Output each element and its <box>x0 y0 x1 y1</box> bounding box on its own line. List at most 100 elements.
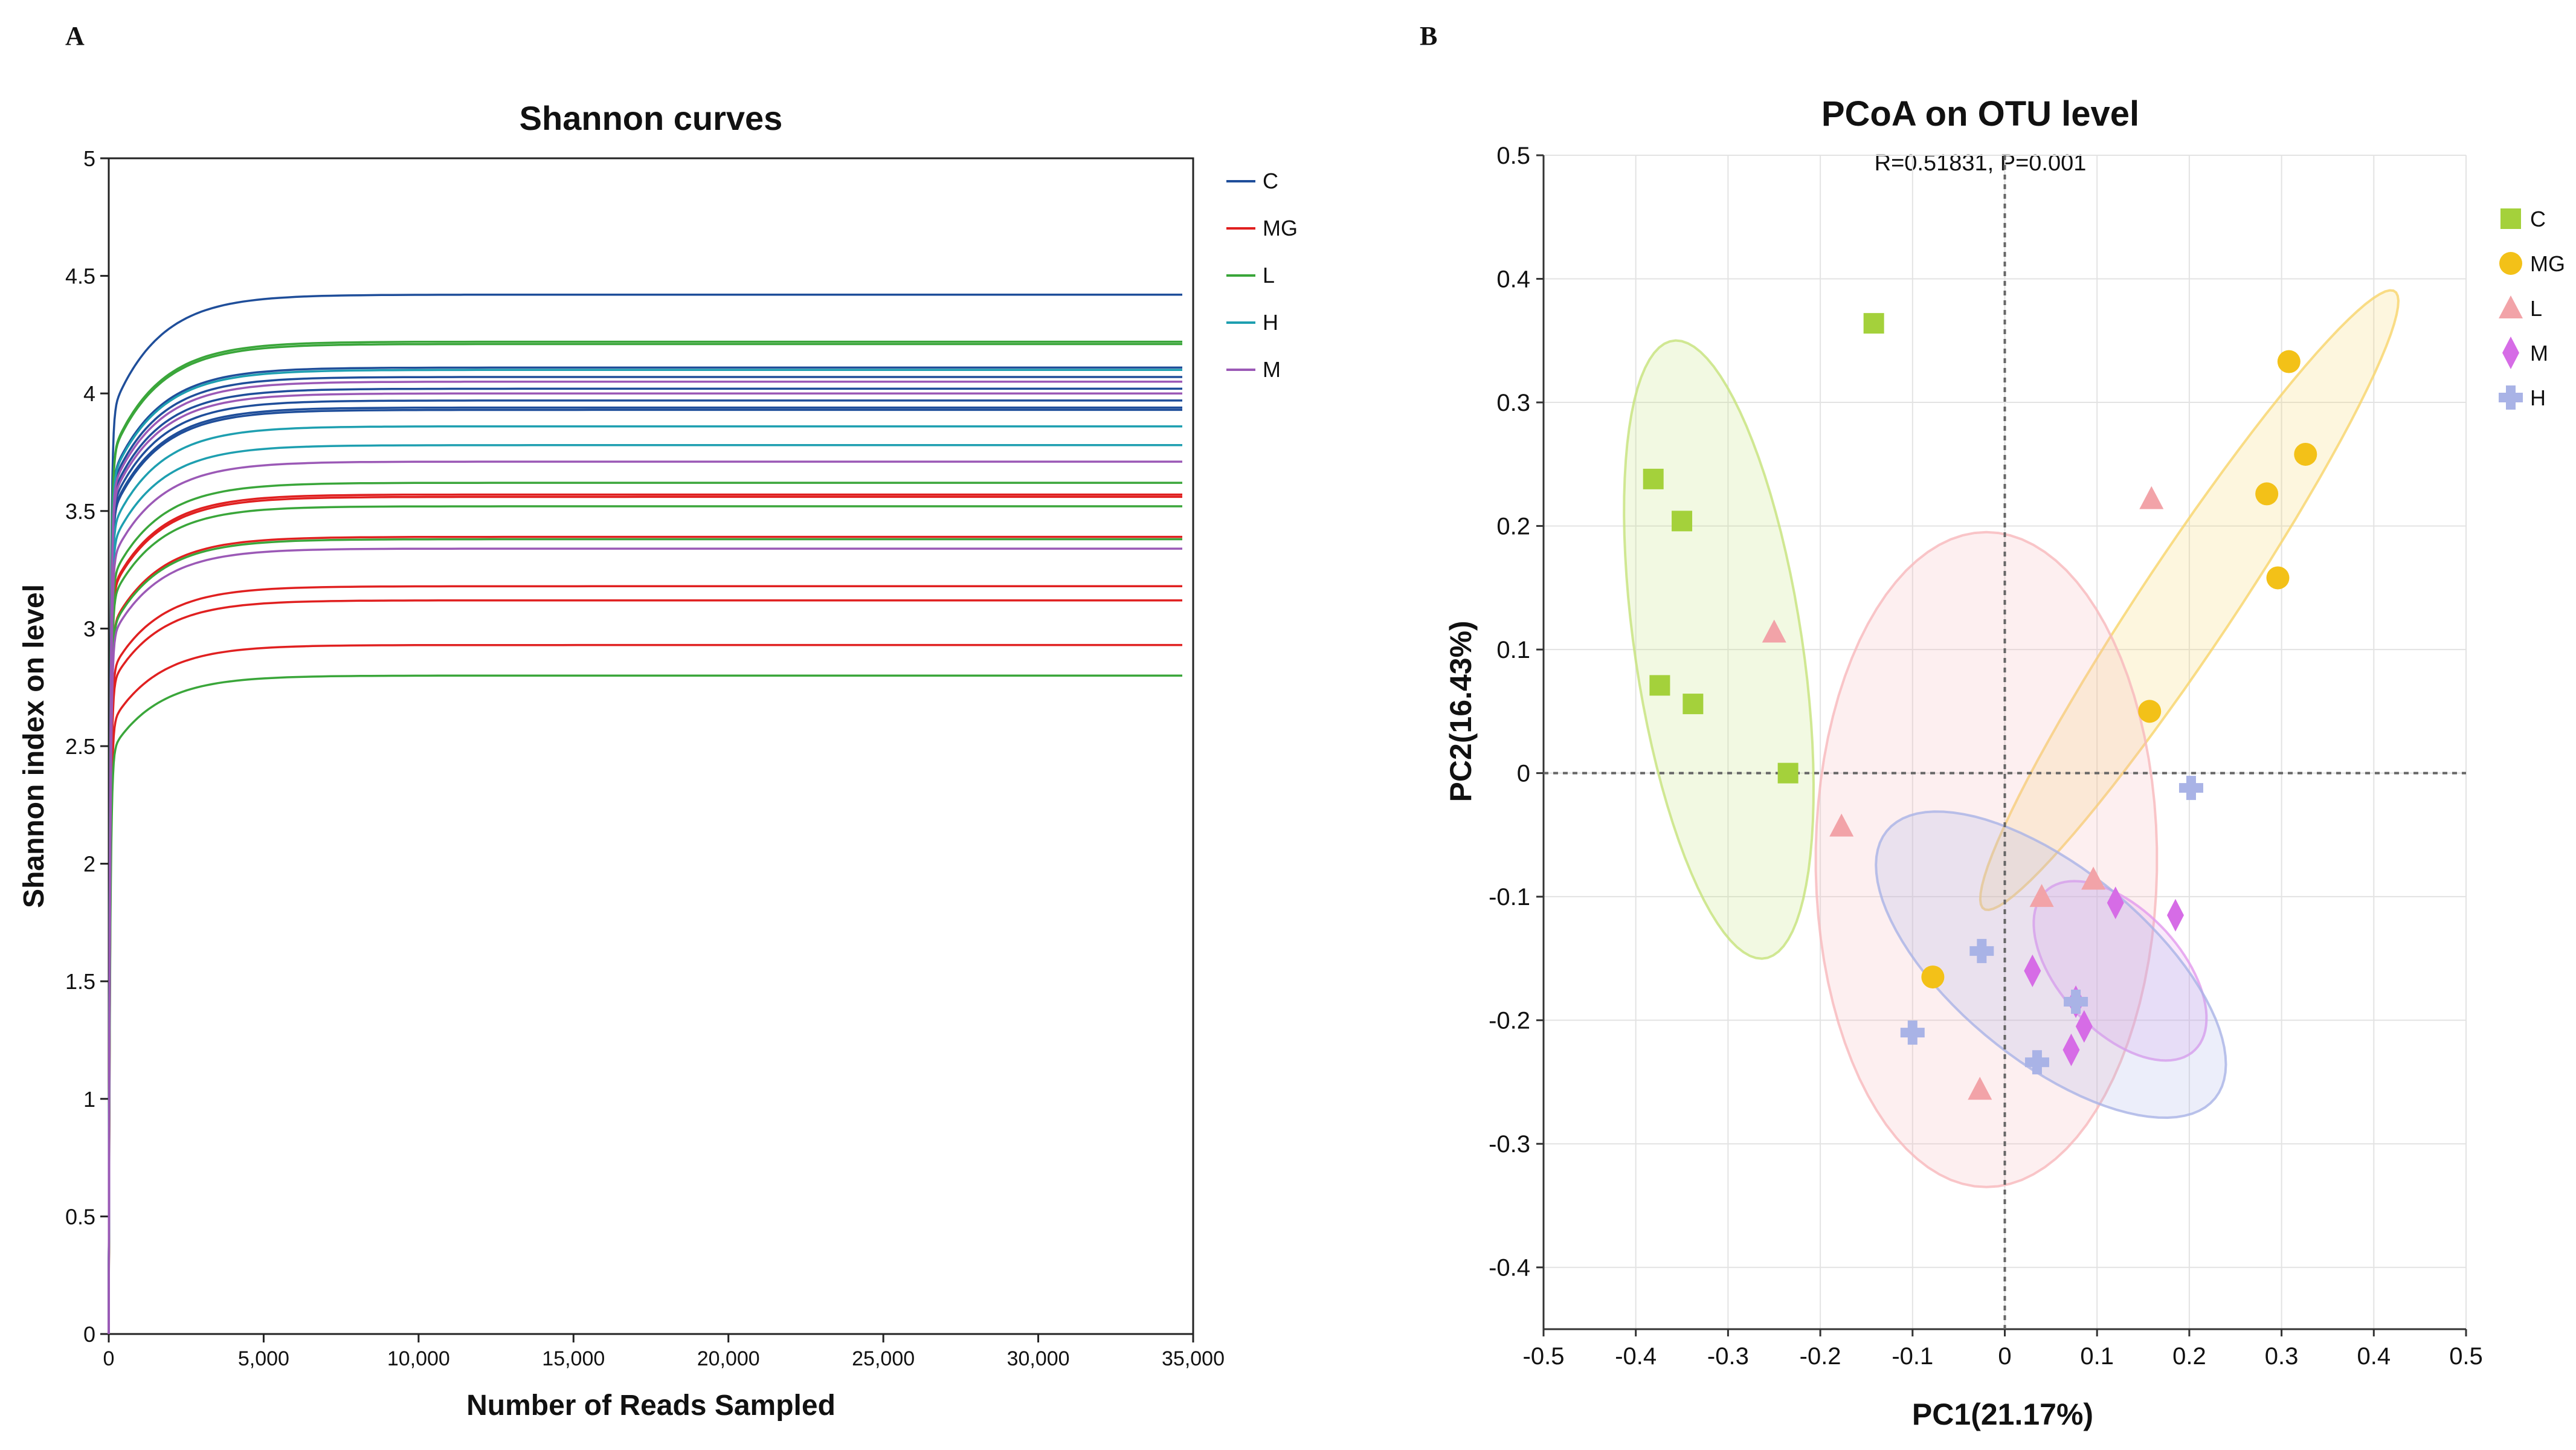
shannon-curve-m <box>108 460 1182 1334</box>
y-tick-label: 0.2 <box>1496 514 1530 540</box>
y-tick-label: 0.5 <box>1496 143 1530 169</box>
legend-marker-l <box>2499 295 2523 318</box>
legend-marker-h <box>2499 385 2523 410</box>
point-l <box>2139 486 2164 509</box>
x-tick-label: 0.3 <box>2265 1343 2299 1370</box>
point-mg <box>2266 566 2290 590</box>
shannon-curve-c <box>108 293 1182 1334</box>
point-h <box>2024 1050 2049 1075</box>
point-m <box>2062 1033 2080 1066</box>
panel-a-letter: A <box>65 21 85 51</box>
shannon-curve-c <box>108 406 1182 1334</box>
point-c <box>1682 694 1704 715</box>
point-mg <box>1921 965 1945 989</box>
y-tick-label: 1.5 <box>65 969 95 994</box>
legend-label-h: H <box>1263 310 1278 335</box>
x-tick-label: 35,000 <box>1162 1347 1225 1370</box>
x-tick-label: -0.2 <box>1800 1343 1841 1370</box>
legend-marker-m <box>2502 337 2519 369</box>
y-tick-label: 0.1 <box>1496 637 1530 663</box>
x-tick-label: 0.1 <box>2080 1343 2114 1370</box>
shannon-curve-mg <box>108 585 1182 1334</box>
y-tick-label: 4 <box>83 381 95 406</box>
shannon-curve-m <box>108 380 1182 1334</box>
y-tick-label: 0 <box>83 1322 95 1347</box>
legend-label-m: M <box>2530 341 2548 366</box>
y-tick-label: 4.5 <box>65 264 95 289</box>
shannon-curve-h <box>108 425 1182 1334</box>
x-tick-label: 0.5 <box>2449 1343 2483 1370</box>
x-tick-label: -0.4 <box>1615 1343 1657 1370</box>
legend-marker-c <box>2500 208 2521 229</box>
point-m <box>2024 954 2041 987</box>
shannon-curve-mg <box>108 599 1182 1334</box>
point-mg <box>2138 700 2162 723</box>
x-tick-label: 5,000 <box>238 1347 289 1370</box>
y-tick-label: 0.5 <box>65 1204 95 1229</box>
y-tick-label: -0.1 <box>1489 884 1530 910</box>
shannon-curve-h <box>108 444 1182 1334</box>
x-tick-label: 0 <box>1998 1343 2011 1370</box>
point-h <box>1900 1020 1925 1045</box>
legend-label-mg: MG <box>2530 251 2565 276</box>
legend-label-m: M <box>1263 357 1281 382</box>
chart-title: PCoA on OTU level <box>1821 94 2139 134</box>
point-m <box>2107 886 2124 920</box>
y-tick-label: -0.4 <box>1489 1255 1530 1281</box>
legend-label-mg: MG <box>1263 216 1298 240</box>
point-c <box>1672 511 1693 532</box>
legend-marker-mg <box>2499 252 2522 275</box>
x-axis-label: Number of Reads Sampled <box>466 1390 836 1422</box>
shannon-curve-m <box>108 392 1182 1334</box>
point-c <box>1643 468 1664 489</box>
shannon-curve-mg <box>108 535 1182 1334</box>
shannon-curve-l <box>108 343 1182 1334</box>
point-l <box>1829 813 1854 837</box>
shannon-curve-c <box>108 376 1182 1334</box>
point-m <box>2166 898 2184 932</box>
point-mg <box>2294 442 2317 466</box>
shannon-curve-l <box>108 674 1182 1334</box>
legend-label-h: H <box>2530 385 2546 410</box>
panel-b-letter: B <box>1420 21 1438 51</box>
x-tick-label: 30,000 <box>1007 1347 1070 1370</box>
point-h <box>1969 939 1994 964</box>
shannon-curve-m <box>108 547 1182 1334</box>
point-h <box>2178 776 2203 801</box>
y-tick-label: 2 <box>83 852 95 877</box>
pcoa-chart: PCoA on OTU level R=0.51831, P=0.001 -0.4 -… <box>1444 94 2565 1431</box>
shannon-curve-h <box>108 369 1182 1334</box>
shannon-chart: Shannon curves 0 0.5 1 1.5 2 2.5 3 3.5 4 4.5 5 0 5,00… <box>18 99 1298 1422</box>
x-tick-label: 0.2 <box>2172 1343 2206 1370</box>
x-tick-label: -0.1 <box>1892 1343 1933 1370</box>
shannon-curve-mg <box>108 493 1182 1334</box>
shannon-curve-l <box>108 340 1182 1334</box>
point-l <box>2029 884 2054 907</box>
y-tick-label: 2.5 <box>65 734 95 759</box>
x-tick-label: -0.5 <box>1523 1343 1565 1370</box>
y-tick-label: 1 <box>83 1087 95 1112</box>
x-tick-label: 10,000 <box>387 1347 450 1370</box>
x-tick-label: 0 <box>103 1347 115 1370</box>
x-tick-label: -0.3 <box>1707 1343 1749 1370</box>
confidence-ellipse-mg <box>1979 289 2400 912</box>
y-axis-label: PC2(16.43%) <box>1444 620 1478 802</box>
confidence-ellipse-l <box>1814 530 2159 1188</box>
y-tick-label: 0.4 <box>1496 266 1530 293</box>
legend-label-c: C <box>1263 169 1278 193</box>
legend-label-c: C <box>2530 207 2546 231</box>
point-m <box>2075 1010 2093 1043</box>
shannon-curve-c <box>108 387 1182 1334</box>
shannon-curve-mg <box>108 643 1182 1334</box>
point-mg <box>2277 350 2301 373</box>
y-tick-label: -0.3 <box>1489 1131 1530 1158</box>
shannon-curve-l <box>108 505 1182 1334</box>
y-axis-label: Shannon index on level <box>18 584 50 908</box>
x-axis-label: PC1(21.17%) <box>1912 1397 2093 1431</box>
confidence-ellipse-h <box>1875 810 2227 1120</box>
x-tick-label: 25,000 <box>852 1347 915 1370</box>
y-tick-label: -0.2 <box>1489 1008 1530 1034</box>
shannon-curve-mg <box>108 495 1182 1334</box>
shannon-curve-l <box>108 538 1182 1334</box>
